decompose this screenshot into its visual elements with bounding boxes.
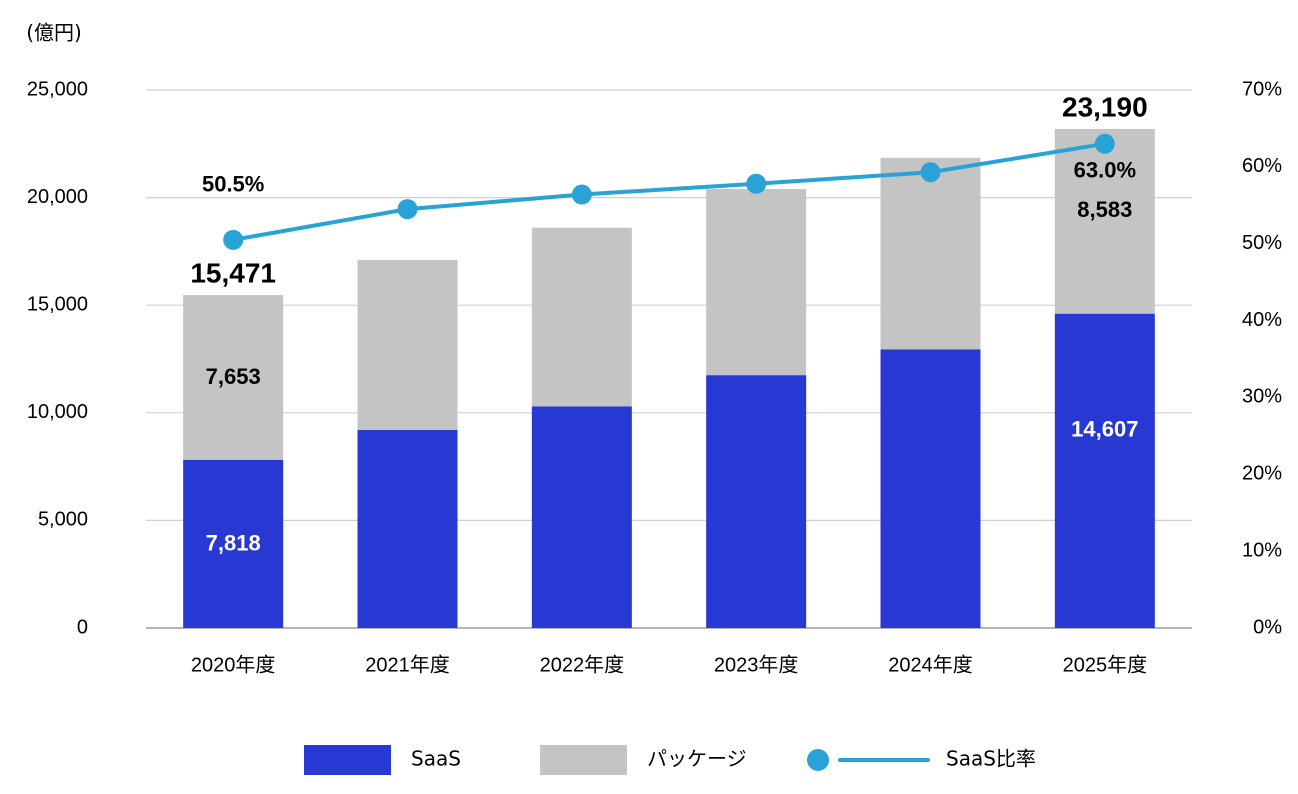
saas-bar xyxy=(1054,313,1155,628)
saas-bar xyxy=(706,375,807,628)
package-value-label: 7,653 xyxy=(206,364,261,389)
y-right-tick-label: 0% xyxy=(1253,616,1282,638)
y-left-tick-label: 10,000 xyxy=(27,401,88,423)
package-bar xyxy=(706,188,807,376)
y-left-tick-label: 20,000 xyxy=(27,186,88,208)
legend-label-package: パッケージ xyxy=(647,747,747,771)
x-category-label: 2021年度 xyxy=(365,653,450,676)
saas-value-label: 14,607 xyxy=(1071,417,1138,442)
saas-ratio-point xyxy=(571,184,592,205)
total-value-label: 23,190 xyxy=(1062,91,1148,122)
legend-label-saas: SaaS xyxy=(411,747,461,771)
saas-ratio-value-label: 50.5% xyxy=(202,172,264,197)
package-bar xyxy=(880,157,981,350)
y-right-tick-label: 30% xyxy=(1242,386,1282,408)
y-right-tick-label: 10% xyxy=(1242,539,1282,561)
total-value-label: 15,471 xyxy=(190,257,276,288)
y-right-tick-label: 70% xyxy=(1242,78,1282,100)
y-right-tick-label: 40% xyxy=(1242,309,1282,331)
saas-ratio-point xyxy=(920,162,941,183)
y-left-tick-label: 25,000 xyxy=(27,78,88,100)
x-category-label: 2025年度 xyxy=(1063,653,1148,676)
saas-ratio-line xyxy=(231,141,1107,242)
package-bar xyxy=(357,260,458,431)
legend-label-saas-ratio: SaaS比率 xyxy=(946,747,1036,771)
saas-ratio-point xyxy=(1094,133,1115,154)
y-axis-unit-label: (億円) xyxy=(26,21,82,45)
saas-bar xyxy=(880,349,981,628)
saas-ratio-value-label: 63.0% xyxy=(1074,158,1136,183)
x-category-label: 2022年度 xyxy=(540,653,625,676)
package-bar xyxy=(531,227,632,407)
y-right-tick-label: 50% xyxy=(1242,232,1282,254)
package-bar xyxy=(1054,128,1155,314)
y-left-tick-label: 5,000 xyxy=(38,509,88,531)
y-right-tick-label: 60% xyxy=(1242,155,1282,177)
saas-ratio-point xyxy=(223,229,244,250)
package-bar xyxy=(183,295,284,460)
saas-ratio-point xyxy=(746,173,767,194)
y-left-tick-label: 0 xyxy=(77,616,88,638)
saas-bar xyxy=(183,459,284,628)
y-left-tick-label: 15,000 xyxy=(27,293,88,315)
x-category-label: 2023年度 xyxy=(714,653,799,676)
saas-bar xyxy=(357,430,458,628)
saas-value-label: 7,818 xyxy=(206,531,261,556)
x-category-label: 2020年度 xyxy=(191,653,276,676)
saas-bar xyxy=(531,406,632,628)
package-value-label: 8,583 xyxy=(1077,197,1132,222)
x-category-label: 2024年度 xyxy=(888,653,973,676)
legend-marker-saas-ratio xyxy=(807,749,829,771)
y-right-tick-label: 20% xyxy=(1242,463,1282,485)
legend-swatch-package xyxy=(540,745,627,775)
saas-ratio-point xyxy=(397,199,418,220)
legend-swatch-saas xyxy=(304,745,391,775)
